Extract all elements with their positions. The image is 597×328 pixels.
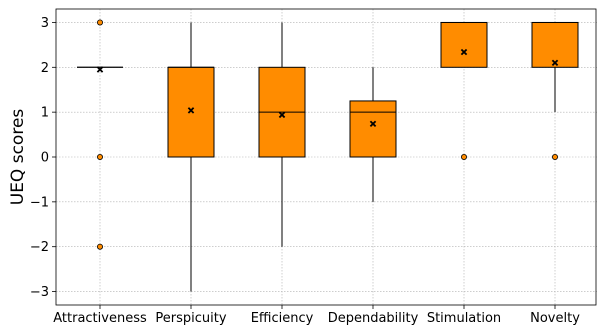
y-tick-label: 3 xyxy=(41,16,49,31)
y-tick-label: −1 xyxy=(30,195,49,210)
y-axis-ticks: −3 −2 −1 0 1 2 3 xyxy=(30,16,56,300)
x-tick-label: Dependability xyxy=(328,311,419,326)
box-attractiveness xyxy=(77,19,123,250)
mean-marker xyxy=(187,107,195,114)
outlier-point xyxy=(97,243,104,250)
iqr-box xyxy=(349,100,397,158)
y-tick-label: 2 xyxy=(41,61,49,76)
iqr-box xyxy=(167,66,215,158)
outlier-point xyxy=(97,19,104,26)
mean-marker xyxy=(460,48,468,56)
x-tick-label: Stimulation xyxy=(427,311,501,326)
box-perspicuity xyxy=(167,22,215,292)
y-tick-label: 1 xyxy=(41,106,49,121)
y-tick-label: 0 xyxy=(41,151,49,166)
box-stimulation xyxy=(440,21,488,160)
x-tick-label: Efficiency xyxy=(251,311,314,326)
x-tick-label: Attractiveness xyxy=(53,311,147,326)
mean-marker xyxy=(278,111,286,119)
outlier-point xyxy=(552,153,559,160)
mean-marker xyxy=(96,66,104,73)
box-novelty xyxy=(531,21,579,160)
box-efficiency xyxy=(258,22,306,247)
y-tick-label: −3 xyxy=(30,285,49,300)
mean-marker xyxy=(551,59,559,67)
outlier-point xyxy=(460,153,467,160)
y-axis-label: UEQ scores xyxy=(8,109,28,206)
mean-marker xyxy=(369,120,377,128)
x-tick-label: Novelty xyxy=(530,311,580,326)
x-tick-label: Perspicuity xyxy=(155,311,226,326)
outlier-point xyxy=(97,153,104,160)
iqr-box xyxy=(531,21,579,68)
iqr-box xyxy=(440,21,488,68)
box-dependability xyxy=(349,67,397,202)
box-series xyxy=(77,19,579,292)
grid-lines xyxy=(56,9,597,305)
y-tick-label: −2 xyxy=(30,240,49,255)
x-axis-ticks: Attractiveness Perspicuity Efficiency Depen… xyxy=(53,305,580,326)
